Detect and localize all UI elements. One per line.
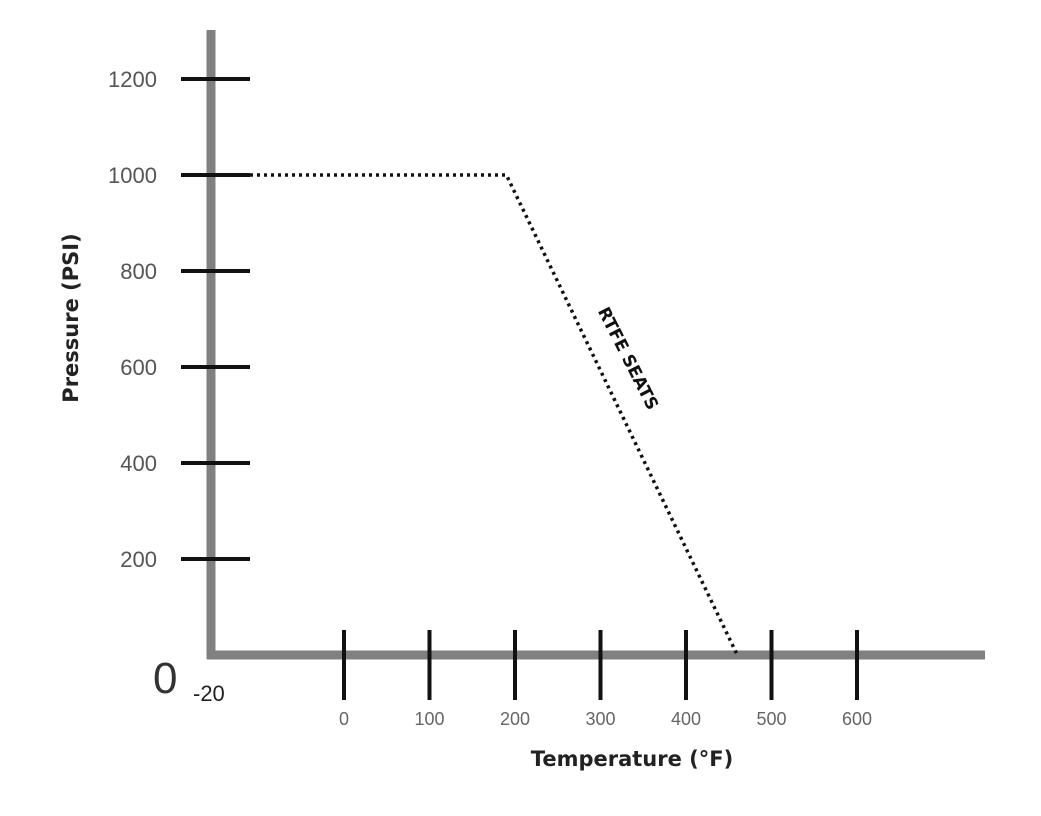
x-tick-label: 600	[842, 709, 872, 729]
x-tick-label: 300	[585, 709, 615, 729]
series-layer	[236, 173, 739, 656]
x-tick-label: 200	[500, 709, 530, 729]
y-tick-label: 400	[120, 451, 157, 476]
x-axis-title: Temperature (°F)	[531, 747, 733, 771]
y-axis-ticks: 200 400 600 800 1000 1200	[108, 67, 250, 572]
y-tick-label: 1200	[108, 67, 157, 92]
y-axis-title: Pressure (PSI)	[59, 233, 83, 402]
y-tick-label: 200	[120, 547, 157, 572]
y-tick-label: 800	[120, 259, 157, 284]
x-axis-ticks: 0 100 200 300 400 500 600	[339, 630, 872, 729]
x-tick-label: 100	[414, 709, 444, 729]
series-line-rtfe-seats	[236, 173, 739, 656]
y-tick-label: 1000	[108, 163, 157, 188]
origin-x-label: -20	[193, 681, 225, 706]
x-tick-label: 400	[671, 709, 701, 729]
origin-label: 0	[153, 654, 177, 703]
y-tick-label: 600	[120, 355, 157, 380]
x-tick-label: 500	[756, 709, 786, 729]
x-tick-label: 0	[339, 709, 349, 729]
